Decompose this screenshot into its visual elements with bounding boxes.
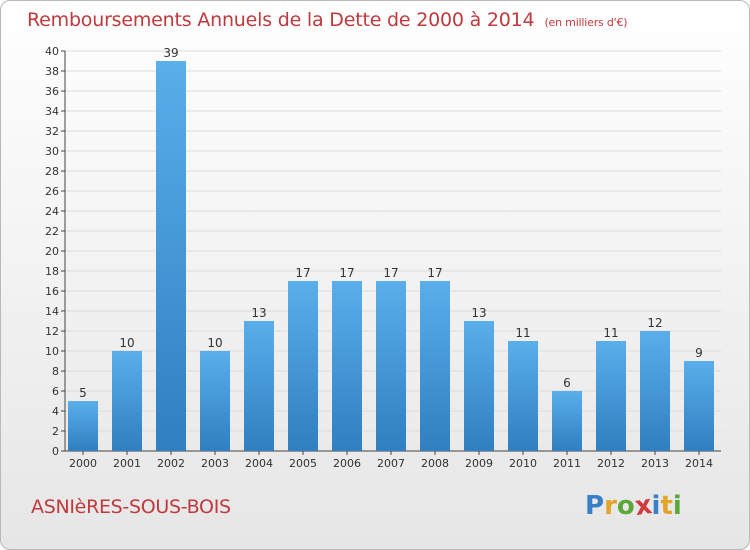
y-tick-label: 24 bbox=[45, 205, 59, 218]
data-label-2005: 17 bbox=[295, 266, 310, 280]
bar-2011 bbox=[552, 391, 582, 451]
data-label-2011: 6 bbox=[563, 376, 571, 390]
y-tick-label: 34 bbox=[45, 105, 59, 118]
x-tick-label-2002: 2002 bbox=[157, 457, 185, 470]
y-tick-label: 38 bbox=[45, 65, 59, 78]
bar-2004 bbox=[244, 321, 274, 451]
x-tick-label-2012: 2012 bbox=[597, 457, 625, 470]
x-tick-label-2000: 2000 bbox=[69, 457, 97, 470]
data-label-2010: 11 bbox=[515, 326, 530, 340]
bar-2014 bbox=[684, 361, 714, 451]
logo-letter: x bbox=[632, 489, 654, 523]
x-tick-label-2014: 2014 bbox=[685, 457, 713, 470]
x-tick-label-2006: 2006 bbox=[333, 457, 361, 470]
data-label-2012: 11 bbox=[603, 326, 618, 340]
y-tick-label: 14 bbox=[45, 305, 59, 318]
y-tick-label: 4 bbox=[52, 405, 59, 418]
x-tick-label-2007: 2007 bbox=[377, 457, 405, 470]
bar-2002 bbox=[156, 61, 186, 451]
y-tick-label: 12 bbox=[45, 325, 59, 338]
y-tick-label: 0 bbox=[52, 445, 59, 458]
y-tick-label: 8 bbox=[52, 365, 59, 378]
y-tick-label: 36 bbox=[45, 85, 59, 98]
x-tick-label-2010: 2010 bbox=[509, 457, 537, 470]
x-tick-label-2005: 2005 bbox=[289, 457, 317, 470]
bar-2006 bbox=[332, 281, 362, 451]
x-tick-label-2003: 2003 bbox=[201, 457, 229, 470]
chart-title-unit: (en milliers d'€) bbox=[544, 16, 628, 29]
y-tick-label: 28 bbox=[45, 165, 59, 178]
y-tick-label: 40 bbox=[45, 45, 59, 58]
y-tick-label: 30 bbox=[45, 145, 59, 158]
bar-2010 bbox=[508, 341, 538, 451]
data-label-2000: 5 bbox=[79, 386, 87, 400]
y-tick-label: 10 bbox=[45, 345, 59, 358]
chart-title: Remboursements Annuels de la Dette de 20… bbox=[27, 9, 628, 31]
y-tick-label: 18 bbox=[45, 265, 59, 278]
data-label-2013: 12 bbox=[647, 316, 662, 330]
logo-letter: i bbox=[651, 491, 661, 521]
y-tick-label: 6 bbox=[52, 385, 59, 398]
x-tick-label-2004: 2004 bbox=[245, 457, 273, 470]
x-tick-label-2013: 2013 bbox=[641, 457, 669, 470]
data-label-2009: 13 bbox=[471, 306, 486, 320]
data-label-2001: 10 bbox=[119, 336, 134, 350]
data-label-2014: 9 bbox=[695, 346, 703, 360]
logo-letter: i bbox=[672, 491, 682, 521]
logo-letter: r bbox=[604, 491, 617, 521]
data-labels: 5 10 39 10 13 17 17 17 17 13 11 6 11 12 9 bbox=[79, 46, 703, 400]
bar-2008 bbox=[420, 281, 450, 451]
data-label-2008: 17 bbox=[427, 266, 442, 280]
commune-name: ASNIèRES-SOUS-BOIS bbox=[31, 496, 231, 518]
y-tick-label: 20 bbox=[45, 245, 59, 258]
bars bbox=[68, 61, 714, 451]
logo-letter: o bbox=[616, 491, 635, 521]
x-tick-label-2009: 2009 bbox=[465, 457, 493, 470]
bar-2005 bbox=[288, 281, 318, 451]
x-tick-label-2011: 2011 bbox=[553, 457, 581, 470]
bar-2001 bbox=[112, 351, 142, 451]
logo-letter: P bbox=[585, 491, 605, 521]
y-tick-label: 16 bbox=[45, 285, 59, 298]
x-tick-labels: 2000 2001 2002 2003 2004 2005 2006 2007 2008 2009… bbox=[69, 451, 713, 470]
bar-2003 bbox=[200, 351, 230, 451]
y-tick-label: 26 bbox=[45, 185, 59, 198]
proxiti-logo[interactable]: Proxiti bbox=[585, 489, 682, 523]
bar-2000 bbox=[68, 401, 98, 451]
bar-2009 bbox=[464, 321, 494, 451]
data-label-2003: 10 bbox=[207, 336, 222, 350]
data-label-2007: 17 bbox=[383, 266, 398, 280]
data-label-2002: 39 bbox=[163, 46, 178, 60]
bar-2007 bbox=[376, 281, 406, 451]
y-tick-label: 22 bbox=[45, 225, 59, 238]
logo-letter: t bbox=[660, 491, 673, 521]
y-tick-label: 2 bbox=[52, 425, 59, 438]
x-tick-label-2001: 2001 bbox=[113, 457, 141, 470]
x-tick-label-2008: 2008 bbox=[421, 457, 449, 470]
data-label-2004: 13 bbox=[251, 306, 266, 320]
bar-2013 bbox=[640, 331, 670, 451]
y-tick-label: 32 bbox=[45, 125, 59, 138]
data-label-2006: 17 bbox=[339, 266, 354, 280]
bar-2012 bbox=[596, 341, 626, 451]
chart-title-text: Remboursements Annuels de la Dette de 20… bbox=[27, 9, 535, 31]
